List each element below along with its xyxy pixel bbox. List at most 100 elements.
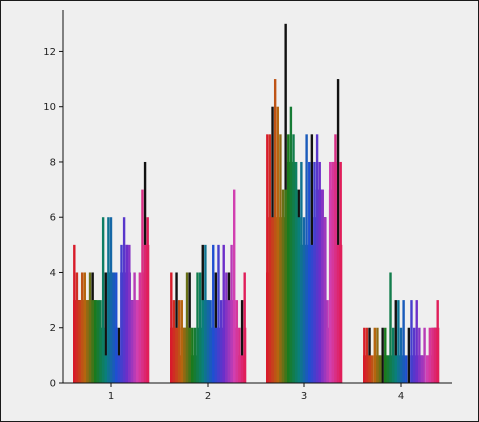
bar-4-26 bbox=[428, 355, 432, 383]
y-tick-label: 6 bbox=[50, 213, 56, 224]
spike-bar-4-8 bbox=[381, 327, 384, 383]
bar-3-14 bbox=[300, 244, 303, 383]
spike-bar-4-21 bbox=[415, 300, 418, 383]
y-tick-label: 2 bbox=[50, 323, 56, 334]
bar-1-24 bbox=[133, 300, 137, 383]
bar-2-7 bbox=[185, 327, 189, 383]
spike-bar-2-25 bbox=[233, 189, 236, 383]
y-tick-label: 0 bbox=[50, 379, 56, 390]
bar-group-4 bbox=[363, 272, 440, 383]
bar-4-22 bbox=[418, 355, 421, 383]
bar-2-19 bbox=[217, 327, 221, 383]
bar-1-22 bbox=[128, 272, 131, 383]
bar-4-25 bbox=[425, 355, 429, 383]
bar-2-8 bbox=[188, 327, 192, 383]
bar-4-2 bbox=[365, 355, 369, 383]
bars-layer bbox=[73, 23, 440, 384]
bar-2-9 bbox=[190, 355, 194, 383]
bar-4-14 bbox=[397, 355, 400, 383]
bar-1-27 bbox=[141, 272, 145, 383]
bar-4-3 bbox=[368, 355, 372, 383]
bar-1-21 bbox=[125, 244, 129, 383]
bar-2-14 bbox=[204, 300, 207, 383]
bar-2-26 bbox=[235, 327, 239, 383]
bar-2-3 bbox=[175, 327, 179, 383]
bar-1-6 bbox=[86, 300, 90, 383]
bar-3-5 bbox=[276, 217, 280, 383]
bar-1-25 bbox=[135, 300, 139, 383]
bar-1-1 bbox=[73, 300, 76, 383]
bar-1-10 bbox=[96, 300, 100, 383]
spike-bar-2-4 bbox=[177, 300, 181, 383]
spike-bar-4-14 bbox=[397, 300, 400, 383]
bar-1-11 bbox=[99, 327, 103, 383]
bar-3-23 bbox=[323, 217, 327, 383]
bar-4-12 bbox=[391, 355, 395, 383]
bar-3-21 bbox=[318, 189, 322, 383]
bar-3-3 bbox=[271, 217, 275, 383]
bar-4-13 bbox=[394, 355, 398, 383]
bar-1-29 bbox=[146, 244, 150, 383]
bar-1-4 bbox=[80, 300, 84, 383]
y-tick-label: 10 bbox=[43, 102, 56, 113]
bar-1-28 bbox=[143, 244, 147, 383]
bar-4-5 bbox=[373, 355, 377, 383]
spike-bar-4-18 bbox=[407, 327, 411, 383]
bar-3-19 bbox=[313, 217, 317, 383]
bar-4-10 bbox=[386, 355, 390, 383]
bar-3-15 bbox=[302, 244, 306, 383]
bar-1-23 bbox=[130, 300, 134, 383]
y-tick-label: 4 bbox=[50, 268, 56, 279]
bar-3-17 bbox=[307, 244, 311, 383]
bar-2-6 bbox=[183, 327, 187, 383]
spike-bar-4-24 bbox=[423, 327, 426, 383]
spike-bar-2-17 bbox=[212, 244, 215, 383]
bar-4-1 bbox=[363, 355, 366, 383]
bar-4-9 bbox=[383, 355, 387, 383]
bar-3-26 bbox=[331, 161, 335, 383]
bar-1-14 bbox=[107, 272, 110, 383]
bar-3-8 bbox=[284, 189, 288, 383]
spike-bar-4-17 bbox=[405, 355, 408, 383]
x-tick-label: 3 bbox=[301, 391, 307, 402]
bar-3-2 bbox=[268, 217, 272, 383]
bar-3-22 bbox=[321, 189, 324, 383]
bar-3-24 bbox=[326, 327, 330, 383]
x-tick-label: 1 bbox=[108, 391, 114, 402]
bar-1-2 bbox=[75, 300, 79, 383]
bar-group-2 bbox=[170, 189, 247, 383]
bar-2-24 bbox=[230, 300, 234, 383]
spike-bar-4-16 bbox=[402, 300, 405, 383]
bar-3-6 bbox=[279, 217, 283, 383]
spike-bar-3-1 bbox=[266, 134, 269, 383]
spike-bar-2-19 bbox=[217, 244, 220, 383]
bar-3-12 bbox=[294, 189, 298, 383]
bar-1-9 bbox=[93, 300, 97, 383]
bar-2-1 bbox=[170, 327, 173, 383]
bar-4-11 bbox=[389, 355, 393, 383]
bar-3-1 bbox=[266, 272, 269, 383]
spike-bar-4-11 bbox=[389, 272, 392, 383]
bar-4-21 bbox=[415, 355, 419, 383]
bar-2-13 bbox=[201, 300, 205, 383]
bar-1-5 bbox=[83, 300, 87, 383]
bar-2-2 bbox=[172, 327, 176, 383]
spike-bar-4-19 bbox=[410, 300, 413, 383]
bar-1-17 bbox=[114, 327, 118, 383]
bar-group-1 bbox=[73, 161, 150, 383]
spike-bar-4-13 bbox=[394, 300, 397, 383]
bar-4-27 bbox=[431, 327, 435, 383]
x-tick-label: 2 bbox=[205, 391, 211, 402]
bar-4-23 bbox=[420, 355, 424, 383]
bar-3-4 bbox=[273, 217, 277, 383]
bar-2-18 bbox=[214, 327, 218, 383]
bar-1-26 bbox=[138, 300, 142, 383]
bar-1-18 bbox=[117, 355, 121, 383]
bar-1-7 bbox=[88, 300, 92, 383]
bar-2-17 bbox=[211, 327, 215, 383]
bar-1-13 bbox=[104, 355, 108, 383]
bar-1-12 bbox=[101, 327, 105, 383]
bar-2-20 bbox=[219, 327, 223, 383]
bar-3-27 bbox=[334, 161, 338, 383]
bar-2-10 bbox=[193, 355, 197, 383]
